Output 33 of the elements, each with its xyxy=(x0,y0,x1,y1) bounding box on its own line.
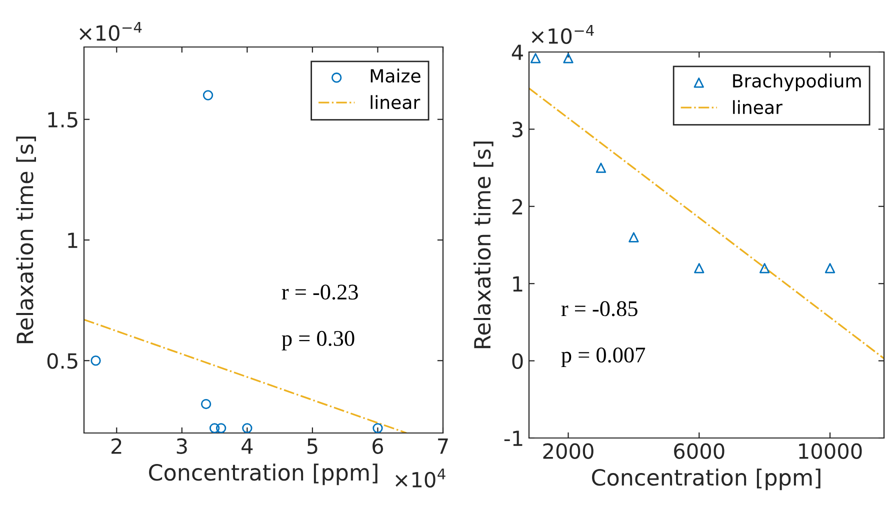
x-tick-label: 7 xyxy=(438,438,448,454)
text: ×10$^{−4}$ xyxy=(80,22,142,41)
x-axis-title: Concentration [ppm] xyxy=(149,464,378,486)
y-tick-label: 0 xyxy=(512,353,523,370)
legend-label: Maize xyxy=(370,68,420,83)
x-tick-label: 2000 xyxy=(543,443,594,459)
x-tick-label: 3 xyxy=(176,438,187,454)
x-tick-label: 6 xyxy=(372,438,384,454)
annotation: r = -0.23 xyxy=(282,284,358,300)
y-tick-label: 3 xyxy=(512,122,522,138)
text: ×10$^{−4}$ xyxy=(532,25,594,44)
y-tick-label: 0.5 xyxy=(47,353,78,369)
y-tick-label: 1 xyxy=(68,232,78,248)
x-tick-label: 6000 xyxy=(674,443,724,459)
y-tick-label: 1 xyxy=(513,276,522,292)
text: ×10$^{4}$ xyxy=(396,468,446,488)
x-tick-label: 5 xyxy=(307,438,318,454)
y-tick-label: 1.5 xyxy=(48,112,78,128)
y-tick-label: -1 xyxy=(504,430,522,446)
annotation: p = 0.007 xyxy=(561,348,646,368)
y-tick-label: 2 xyxy=(512,198,522,214)
annotation: p = 0.30 xyxy=(282,330,354,350)
y-axis-title: Relaxation time [s] xyxy=(16,136,36,344)
x-tick-label: 10000 xyxy=(799,443,862,459)
x-tick-label: 2 xyxy=(112,438,122,454)
annotation: r = -0.85 xyxy=(561,301,638,316)
legend-label: linear xyxy=(370,95,420,110)
x-axis-title: Concentration [ppm] xyxy=(592,468,820,490)
legend-label: linear xyxy=(733,100,782,114)
y-tick-label: 4 xyxy=(512,44,523,60)
x-tick-label: 4 xyxy=(242,438,253,454)
legend-label: Brachypodium xyxy=(733,74,861,92)
y-axis-title: Relaxation time [s] xyxy=(474,142,494,348)
